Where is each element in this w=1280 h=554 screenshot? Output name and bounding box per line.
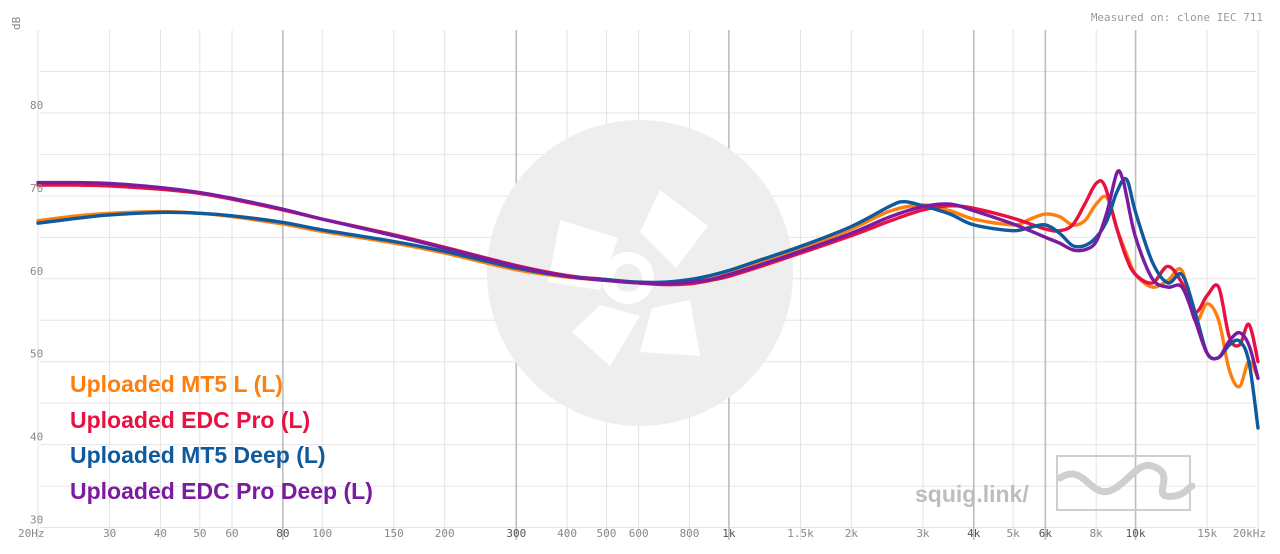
watermark-logo-icon [487,120,793,426]
y-tick-label: 30 [30,514,43,527]
x-tick-label: 50 [193,527,206,540]
x-tick-label: 60 [225,527,238,540]
x-tick-label: 10k [1126,527,1146,540]
x-tick-label: 500 [597,527,617,540]
x-tick-label: 8k [1090,527,1104,540]
x-tick-label: 30 [103,527,116,540]
x-tick-label: 150 [384,527,404,540]
series-lines [36,169,1260,430]
legend-item-1: Uploaded EDC Pro (L) [70,407,310,433]
x-tick-label: 6k [1039,527,1053,540]
x-tick-label: 20Hz [18,527,45,540]
x-tick-label: 200 [435,527,455,540]
x-tick-label: 600 [629,527,649,540]
x-tick-label: 300 [506,527,526,540]
x-tick-label: 3k [916,527,930,540]
y-tick-label: 50 [30,348,43,361]
x-tick-label: 400 [557,527,577,540]
series-line-3 [36,169,1260,380]
x-tick-label: 5k [1007,527,1021,540]
x-tick-label: 20kHz [1233,527,1266,540]
x-tick-label: 40 [154,527,167,540]
axis-ticks: 20Hz 30 40 50 60 80 100 150 200 300 400 500 600 800 1k… [18,99,1266,540]
x-tick-label: 1k [722,527,736,540]
legend-item-2: Uploaded MT5 Deep (L) [70,442,326,468]
y-axis-label: dB [10,16,23,30]
x-tick-label: 100 [312,527,332,540]
legend: Uploaded MT5 L (L) Uploaded EDC Pro (L) … [70,371,373,504]
y-tick-label: 60 [30,265,43,278]
y-tick-label: 70 [30,182,43,195]
squiglink-logo-icon [1056,455,1196,511]
brand-text: squig.link/ [915,481,1029,507]
y-tick-label: 80 [30,99,43,112]
legend-item-3: Uploaded EDC Pro Deep (L) [70,478,373,504]
x-tick-label: 80 [276,527,289,540]
x-tick-label: 2k [845,527,859,540]
x-tick-label: 800 [680,527,700,540]
legend-item-0: Uploaded MT5 L (L) [70,371,283,397]
x-tick-label: 1.5k [787,527,814,540]
x-tick-label: 15k [1197,527,1217,540]
x-tick-label: 4k [967,527,981,540]
y-tick-label: 40 [30,431,43,444]
measured-on-text: Measured on: clone IEC 711 [1091,11,1263,24]
